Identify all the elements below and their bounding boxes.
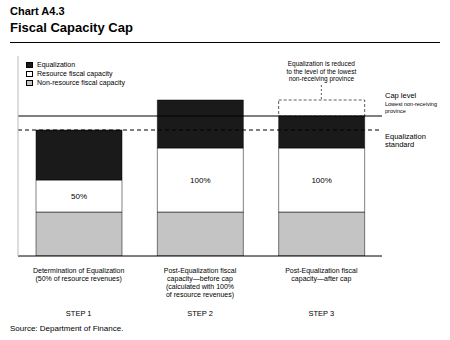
html-text:Chart A4.3: Chart A4.3: [10, 5, 65, 17]
svg-text:Equalization is reduced: Equalization is reduced: [287, 60, 355, 67]
svg-text:Cap level: Cap level: [385, 91, 417, 100]
svg-text:province: province: [385, 108, 406, 114]
svg-text:(calculated with 100%: (calculated with 100%: [166, 283, 234, 291]
svg-text:Lowest non-receiving: Lowest non-receiving: [385, 101, 437, 107]
html-text:Source: Department of Finance.: Source: Department of Finance.: [10, 324, 124, 333]
html-text:Resource fiscal capacity: Resource fiscal capacity: [37, 70, 113, 77]
svg-text:standard: standard: [385, 140, 414, 149]
html-text:Equalization: Equalization: [37, 61, 76, 68]
svg-text:capacity—after cap: capacity—after cap: [291, 275, 351, 283]
svg-text:100%: 100%: [190, 176, 210, 185]
html-text:Non-resource fiscal capacity: Non-resource fiscal capacity: [37, 79, 125, 86]
svg-text:STEP 1: STEP 1: [66, 309, 92, 318]
svg-text:of resource revenues): of resource revenues): [166, 291, 234, 299]
html-text:Fiscal Capacity Cap: Fiscal Capacity Cap: [10, 20, 133, 35]
svg-text:(50% of resource revenues): (50% of resource revenues): [35, 275, 121, 283]
svg-text:Equalization: Equalization: [385, 132, 426, 141]
svg-text:STEP 3: STEP 3: [308, 309, 334, 318]
svg-text:100%: 100%: [311, 176, 331, 185]
svg-text:to the level of the lowest: to the level of the lowest: [286, 68, 356, 75]
svg-text:STEP 2: STEP 2: [187, 309, 213, 318]
svg-text:capacity—before cap: capacity—before cap: [167, 275, 233, 283]
svg-text:Determination of Equalization: Determination of Equalization: [33, 267, 125, 275]
svg-text:50%: 50%: [71, 192, 87, 201]
svg-text:Post-Equalization fiscal: Post-Equalization fiscal: [164, 267, 237, 275]
svg-text:Post-Equalization fiscal: Post-Equalization fiscal: [285, 267, 358, 275]
svg-text:non-receiving province: non-receiving province: [289, 75, 355, 83]
